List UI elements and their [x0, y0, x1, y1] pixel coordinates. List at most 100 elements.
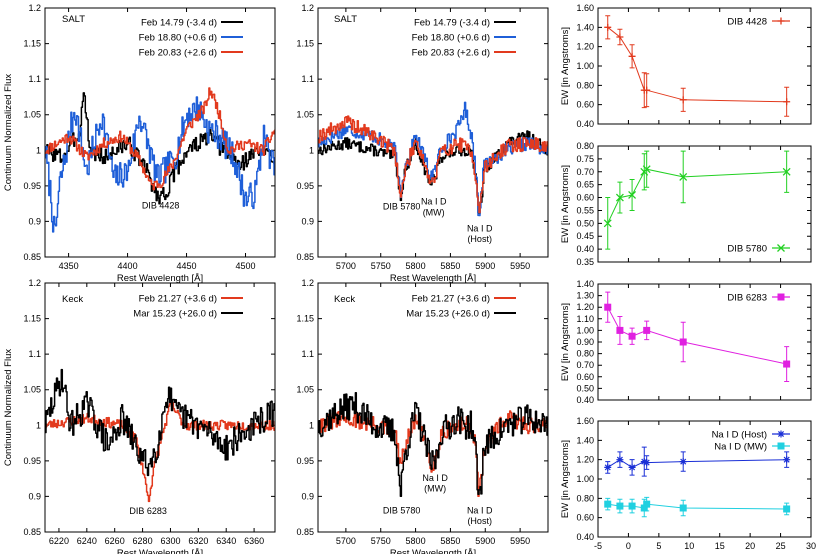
y-tick-label: 1.20 [576, 302, 594, 312]
y-tick-label: 1.05 [23, 110, 41, 120]
x-tick-label: 6340 [216, 536, 236, 546]
y-axis-label: EW [in Angstroms] [560, 440, 571, 518]
spectrum-Mar 15.23 (+26.0 d) [318, 391, 548, 498]
data-point [640, 458, 648, 466]
data-point [783, 456, 791, 464]
x-tick-label: 6280 [133, 536, 153, 546]
panel-keck-naid: 0.85 0.9 0.95 1 1.05 1.1 1.15 1.2 5700 5750 5800 58… [296, 278, 549, 554]
y-axis-label: Continuum Normalized Flux [3, 349, 14, 466]
x-tick-label: 6260 [105, 536, 125, 546]
y-tick-label: 1.15 [296, 314, 314, 324]
x-tick-label: 5900 [475, 536, 495, 546]
data-point [616, 456, 624, 464]
line-annotation: (Host) [467, 234, 492, 244]
y-tick-label: 1.00 [576, 325, 594, 335]
x-axis-label: Rest Wavelength [Å] [390, 548, 476, 554]
x-tick-label: 5800 [406, 261, 426, 271]
y-tick-label: 0.55 [576, 205, 594, 215]
x-tick-label: 6220 [49, 536, 69, 546]
x-tick-label: 4350 [59, 261, 79, 271]
data-point [628, 191, 637, 199]
y-tick-label: 0.35 [576, 257, 594, 267]
panel-ew-dib6283: 0.40 0.500.60 0.700.80 0.90 1.001.10 1.201.30… [560, 279, 812, 405]
y-tick-label: 0.85 [23, 252, 41, 262]
line-annotation: (MW) [423, 208, 445, 218]
line-annotation: DIB 6283 [129, 506, 167, 516]
x-tick-label: -5 [594, 541, 602, 551]
y-tick-label: 0.9 [28, 216, 41, 226]
spectrum-Feb 20.83 (+2.6 d) [45, 87, 275, 191]
x-tick-label: 5900 [475, 261, 495, 271]
y-tick-label: 0.65 [576, 180, 594, 190]
data-point [643, 326, 651, 334]
y-tick-label: 1.05 [23, 385, 41, 395]
y-tick-label: 1.1 [28, 74, 41, 84]
legend-label: DIB 5780 [727, 244, 767, 255]
data-point [616, 33, 624, 41]
y-tick-label: 1 [36, 145, 41, 155]
plot-frame [597, 420, 812, 538]
y-tick-label: 0.60 [576, 193, 594, 203]
x-tick-label: 6360 [244, 536, 264, 546]
panel-ew-dib4428: 0.40 0.60 0.80 1.00 1.20 1.40 1.60 EW [in Angst… [560, 3, 812, 129]
y-tick-label: 1.40 [576, 22, 594, 32]
data-point [643, 500, 651, 508]
x-tick-label: 5750 [371, 261, 391, 271]
y-axis-label: EW [in Angstroms] [560, 165, 571, 243]
data-point [679, 338, 687, 346]
telescope-label: Keck [334, 294, 355, 305]
x-tick-label: 6300 [160, 536, 180, 546]
legend-label: Na I D (Host) [712, 430, 767, 441]
x-tick-label: 20 [745, 541, 755, 551]
data-point [783, 505, 791, 513]
y-tick-label: 1.40 [576, 279, 594, 289]
series-line-DIB 4428 [607, 26, 787, 103]
legend-label: Feb 14.79 (-3.4 d) [141, 18, 217, 29]
y-tick-label: 0.95 [296, 456, 314, 466]
line-annotation: Na I D [467, 506, 493, 516]
y-tick-label: 0.9 [301, 491, 314, 501]
data-point [782, 167, 791, 176]
panel-ew-dib5780: 0.35 0.40 0.45 0.50 0.55 0.60 0.65 0.70 0.75 0.80… [560, 141, 812, 267]
legend-label: Feb 21.27 (+3.6 d) [412, 294, 490, 305]
data-point [679, 504, 687, 512]
data-point [783, 98, 791, 106]
y-tick-label: 0.80 [576, 80, 594, 90]
y-tick-label: 1.05 [296, 110, 314, 120]
data-point [628, 332, 636, 340]
legend-label: Mar 15.23 (+26.0 d) [406, 309, 490, 320]
data-point [628, 463, 636, 471]
legend-label: Feb 18.80 (+0.6 d) [412, 33, 490, 44]
spectrum-Feb 18.80 (+0.6 d) [45, 96, 275, 233]
y-tick-label: 0.9 [301, 216, 314, 226]
data-point [628, 502, 636, 510]
y-tick-label: 0.85 [23, 527, 41, 537]
y-tick-label: 0.40 [576, 395, 594, 405]
data-point [615, 193, 624, 202]
y-tick-label: 1.20 [576, 455, 594, 465]
legend-marker [777, 442, 785, 450]
y-tick-label: 1.2 [301, 3, 314, 13]
x-tick-label: 5950 [510, 261, 530, 271]
y-tick-label: 0.45 [576, 231, 594, 241]
data-point [679, 96, 687, 104]
y-tick-label: 0.95 [23, 456, 41, 466]
y-tick-label: 1.20 [576, 42, 594, 52]
y-axis-label: EW [in Angstroms] [560, 303, 571, 381]
legend-label: DIB 4428 [727, 17, 767, 28]
telescope-label: Keck [62, 294, 83, 305]
y-tick-label: 1 [36, 420, 41, 430]
data-point [603, 219, 612, 228]
plot-frame [317, 282, 549, 533]
series-line-Na I D (Host) [607, 459, 787, 468]
y-tick-label: 1.1 [301, 349, 314, 359]
data-point [628, 52, 636, 60]
x-tick-label: 5 [656, 541, 661, 551]
data-point [604, 463, 612, 471]
y-tick-label: 1.00 [576, 61, 594, 71]
series-line-DIB 5780 [607, 168, 787, 224]
x-tick-label: 5700 [336, 261, 356, 271]
y-tick-label: 0.50 [576, 218, 594, 228]
panel-salt-dib4428: 0.85 0.9 0.95 1 1.05 1.1 1.15 1.2 4350 4400 4450 45… [3, 3, 276, 284]
